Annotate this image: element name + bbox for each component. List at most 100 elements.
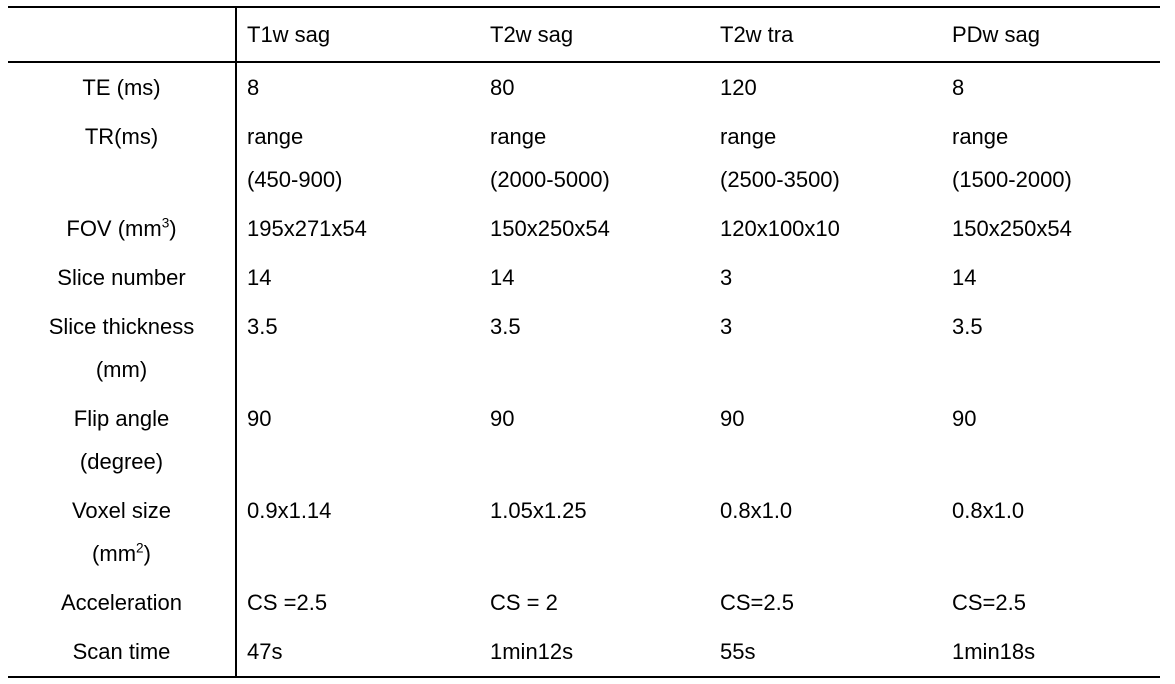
text-line: CS=2.5 — [952, 590, 1026, 615]
text-line: 3.5 — [490, 314, 521, 339]
table-row-tr: TR(ms) range (450-900) range (2000-5000) rang… — [8, 112, 1160, 204]
text-line: 90 — [490, 406, 515, 431]
cell-voxel-size-t2w-sag: 1.05x1.25 — [480, 486, 710, 578]
cell-acceleration-t2w-tra: CS=2.5 — [710, 578, 942, 627]
text-line: Acceleration — [60, 590, 183, 615]
table-row-slice-thickness: Slice thickness (mm) 3.5 3.5 3 3.5 — [8, 302, 1160, 394]
text-line: range — [247, 124, 304, 149]
cell-fov-t1w-sag: 195x271x54 — [236, 204, 480, 253]
mri-protocol-table: T1w sag T2w sag T2w tra PDw sag TE (ms) 8… — [8, 6, 1160, 678]
text-line: CS =2.5 — [247, 590, 328, 615]
cell-tr-pdw-sag: range (1500-2000) — [942, 112, 1160, 204]
page: T1w sag T2w sag T2w tra PDw sag TE (ms) 8… — [8, 6, 1160, 678]
text-line: 8 — [952, 75, 965, 100]
text-line: Voxel size — [71, 498, 172, 523]
text-line: range — [490, 124, 547, 149]
cell-slice-number-t1w-sag: 14 — [236, 253, 480, 302]
cell-flip-angle-t2w-tra: 90 — [710, 394, 942, 486]
superscript: 2 — [136, 540, 144, 556]
cell-slice-number-t2w-tra: 3 — [710, 253, 942, 302]
cell-fov-t2w-tra: 120x100x10 — [710, 204, 942, 253]
cell-slice-number-t2w-sag: 14 — [480, 253, 710, 302]
cell-slice-number-pdw-sag: 14 — [942, 253, 1160, 302]
text-line: 120x100x10 — [720, 216, 840, 241]
text-line: 8 — [247, 75, 260, 100]
text-line: 47s — [247, 639, 283, 664]
text-line: FOV (mm3) — [66, 215, 177, 241]
cell-te-t1w-sag: 8 — [236, 62, 480, 112]
row-label-slice-number: Slice number — [8, 253, 237, 302]
text-line: Slice thickness — [48, 314, 195, 339]
text-line: 90 — [247, 406, 272, 431]
text-line: 120 — [720, 75, 757, 100]
column-header-pdw-sag: PDw sag — [952, 22, 1041, 47]
corner-cell — [8, 7, 237, 62]
cell-slice-thickness-pdw-sag: 3.5 — [942, 302, 1160, 394]
column-header-t2w-tra: T2w tra — [720, 22, 794, 47]
cell-scan-time-pdw-sag: 1min18s — [942, 627, 1160, 677]
cell-tr-t2w-tra: range (2500-3500) — [710, 112, 942, 204]
text-line: 80 — [490, 75, 515, 100]
text-line: (1500-2000) — [952, 167, 1072, 192]
cell-fov-t2w-sag: 150x250x54 — [480, 204, 710, 253]
column-header-t2w-sag: T2w sag — [490, 22, 574, 47]
cell-slice-thickness-t2w-sag: 3.5 — [480, 302, 710, 394]
text-line: 150x250x54 — [490, 216, 610, 241]
row-label-te: TE (ms) — [8, 62, 237, 112]
table-row-voxel-size: Voxel size (mm2) 0.9x1.14 1.05x1.25 0.8x1.0 0… — [8, 486, 1160, 578]
cell-acceleration-pdw-sag: CS=2.5 — [942, 578, 1160, 627]
cell-te-t2w-tra: 120 — [710, 62, 942, 112]
text-line: 3 — [720, 314, 733, 339]
text-line: (2500-3500) — [720, 167, 840, 192]
text-line: Scan time — [72, 639, 171, 664]
cell-slice-thickness-t1w-sag: 3.5 — [236, 302, 480, 394]
text-line: 1min12s — [490, 639, 574, 664]
text-line: (degree) — [79, 449, 164, 474]
row-label-scan-time: Scan time — [8, 627, 237, 677]
cell-voxel-size-pdw-sag: 0.8x1.0 — [942, 486, 1160, 578]
text-line: (2000-5000) — [490, 167, 610, 192]
row-label-acceleration: Acceleration — [8, 578, 237, 627]
cell-scan-time-t2w-tra: 55s — [710, 627, 942, 677]
cell-voxel-size-t1w-sag: 0.9x1.14 — [236, 486, 480, 578]
text-line: CS = 2 — [490, 590, 558, 615]
table-row-flip-angle: Flip angle (degree) 90 90 90 90 — [8, 394, 1160, 486]
text-line: 0.8x1.0 — [720, 498, 793, 523]
table-body: TE (ms) 8 80 120 8 TR(ms) range (450-900) range (… — [8, 62, 1160, 677]
text-line: 1min18s — [952, 639, 1036, 664]
cell-scan-time-t1w-sag: 47s — [236, 627, 480, 677]
row-label-voxel-size: Voxel size (mm2) — [8, 486, 237, 578]
cell-flip-angle-t1w-sag: 90 — [236, 394, 480, 486]
cell-flip-angle-t2w-sag: 90 — [480, 394, 710, 486]
table-row-slice-number: Slice number 14 14 3 14 — [8, 253, 1160, 302]
row-label-flip-angle: Flip angle (degree) — [8, 394, 237, 486]
table-row-te: TE (ms) 8 80 120 8 — [8, 62, 1160, 112]
cell-acceleration-t1w-sag: CS =2.5 — [236, 578, 480, 627]
cell-slice-thickness-t2w-tra: 3 — [710, 302, 942, 394]
cell-tr-t1w-sag: range (450-900) — [236, 112, 480, 204]
text-line: range — [952, 124, 1009, 149]
text-line: 3 — [720, 265, 733, 290]
text-line: 0.8x1.0 — [952, 498, 1025, 523]
row-label-tr: TR(ms) — [8, 112, 237, 204]
text-line: 14 — [247, 265, 272, 290]
text-line: (mm2) — [92, 540, 151, 566]
row-label-fov: FOV (mm3) — [8, 204, 237, 253]
text-line: 3.5 — [247, 314, 278, 339]
table-row-scan-time: Scan time 47s 1min12s 55s 1min18s — [8, 627, 1160, 677]
cell-flip-angle-pdw-sag: 90 — [942, 394, 1160, 486]
superscript: 3 — [161, 215, 170, 231]
table-row-fov: FOV (mm3) 195x271x54 150x250x54 120x100x10 1… — [8, 204, 1160, 253]
cell-te-pdw-sag: 8 — [942, 62, 1160, 112]
text-line: 14 — [490, 265, 515, 290]
text-line: 14 — [952, 265, 977, 290]
text-line: 90 — [952, 406, 977, 431]
text-line: 0.9x1.14 — [247, 498, 332, 523]
text-line: CS=2.5 — [720, 590, 794, 615]
text-line: 195x271x54 — [247, 216, 367, 241]
text-line: Flip angle — [73, 406, 170, 431]
row-label-slice-thickness: Slice thickness (mm) — [8, 302, 237, 394]
text-line: 90 — [720, 406, 745, 431]
header-row: T1w sag T2w sag T2w tra PDw sag — [8, 7, 1160, 62]
cell-voxel-size-t2w-tra: 0.8x1.0 — [710, 486, 942, 578]
